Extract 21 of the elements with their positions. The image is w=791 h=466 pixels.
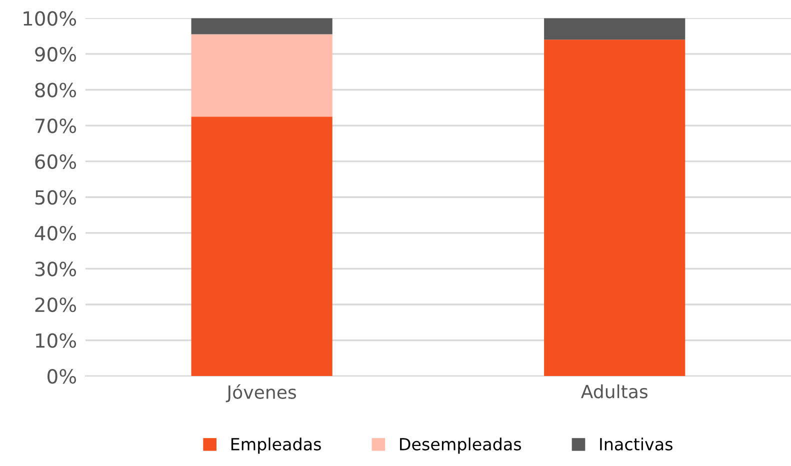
bar [544,18,686,40]
bar [191,18,332,34]
y-tick-label: 10% [36,333,76,348]
y-tick-label: 20% [35,297,76,312]
x-tick-label: Adultas [580,384,648,398]
y-tick-label: 60% [35,154,76,169]
bar [191,34,332,117]
y-tick-label: 100% [24,11,76,26]
y-tick-label: 40% [34,226,76,241]
y-tick-label: 30% [35,262,76,276]
x-tick-label: Jóvenes [226,384,296,402]
legend-label: Desempleadas [400,438,522,454]
y-tick-label: 80% [35,82,76,98]
y-tick-label: 90% [35,46,76,62]
bar [544,40,686,376]
y-tick-label: 50% [35,190,76,205]
legend-label: Inactivas [600,438,672,450]
y-tick-label: 70% [35,118,76,134]
bar [191,116,332,376]
legend-label: Empleadas [231,438,321,454]
y-tick-label: 0% [48,369,76,384]
